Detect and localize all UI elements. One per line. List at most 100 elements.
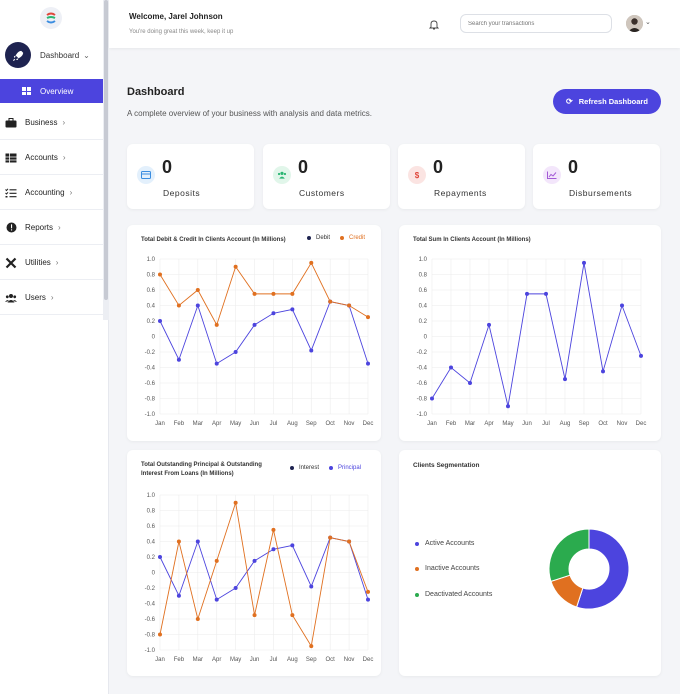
table-icon	[5, 152, 17, 164]
sidebar-item-utilities[interactable]: Utilities ›	[0, 246, 103, 280]
y-tick-label: 0	[152, 335, 156, 341]
legend-swatch	[329, 466, 334, 470]
chevron-down-icon[interactable]: ⌄	[645, 19, 651, 26]
data-point	[195, 303, 200, 308]
donut-slice	[576, 528, 630, 610]
sidebar-item-reports[interactable]: Reports ›	[0, 211, 103, 245]
x-tick-label: Oct	[326, 421, 336, 427]
briefcase-icon	[5, 117, 17, 129]
chart-card-segmentation: Clients Segmentation Active Accounts Ina…	[399, 450, 661, 676]
x-tick-label: Sep	[306, 657, 317, 663]
legend-swatch	[340, 236, 345, 240]
x-tick-label: Jun	[250, 657, 260, 663]
data-point	[309, 644, 314, 649]
data-point	[158, 555, 162, 559]
stat-value: 0	[162, 157, 173, 177]
logo[interactable]	[40, 7, 62, 29]
search-input[interactable]	[460, 14, 612, 33]
data-point	[601, 369, 605, 374]
data-point	[214, 597, 219, 602]
card-icon	[137, 166, 155, 184]
y-tick-label: -1.0	[145, 412, 156, 418]
sidebar-item-accounts[interactable]: Accounts ›	[0, 141, 103, 175]
chevron-right-icon: ›	[69, 188, 73, 197]
y-tick-label: -0.2	[145, 586, 156, 592]
rocket-icon	[5, 42, 31, 68]
data-point	[176, 539, 181, 544]
data-point	[271, 291, 276, 296]
x-tick-label: Feb	[446, 421, 457, 427]
y-tick-label: 0.2	[147, 555, 156, 561]
data-point	[328, 299, 333, 304]
sidebar-item-label: Accounting	[25, 188, 65, 197]
data-point	[620, 303, 624, 308]
chart-card-total-sum: Total Sum In Clients Account (In Million…	[399, 225, 661, 441]
stat-card-deposits: 0 Deposits	[127, 144, 254, 209]
chart-icon	[543, 166, 561, 184]
x-tick-label: Jun	[250, 421, 260, 427]
chevron-right-icon: ›	[62, 118, 66, 127]
sidebar-item-business[interactable]: Business ›	[0, 106, 103, 140]
y-tick-label: 0	[152, 571, 156, 577]
y-tick-label: -0.8	[145, 633, 156, 639]
data-point	[430, 396, 434, 401]
bell-icon[interactable]	[428, 17, 440, 35]
data-point	[176, 357, 181, 362]
donut-slice	[548, 528, 590, 582]
alert-icon	[5, 222, 17, 234]
x-tick-label: Oct	[598, 421, 608, 427]
x-tick-label: Nov	[344, 657, 355, 663]
series-line	[159, 261, 369, 327]
y-tick-label: -0.4	[145, 602, 156, 608]
y-tick-label: 0.2	[419, 319, 428, 325]
data-point	[214, 361, 219, 366]
legend-label: Inactive Accounts	[425, 565, 480, 572]
sidebar-item-overview[interactable]: Overview	[0, 79, 103, 103]
avatar[interactable]	[626, 15, 643, 32]
chevron-right-icon: ›	[62, 153, 66, 162]
data-point	[290, 291, 295, 296]
welcome-text: Welcome, Jarel Johnson	[129, 12, 223, 21]
data-point	[487, 322, 491, 327]
y-tick-label: 1.0	[419, 257, 428, 263]
data-point	[233, 264, 238, 269]
stat-label: Repayments	[434, 188, 487, 198]
x-tick-label: May	[502, 421, 513, 427]
stat-label: Disbursements	[569, 188, 633, 198]
data-point	[544, 291, 548, 296]
data-point	[176, 303, 181, 308]
users-icon	[5, 292, 17, 304]
data-point	[195, 288, 200, 292]
y-tick-label: 0.6	[147, 524, 156, 530]
dashboard-menu-toggle[interactable]: Dashboard ⌄	[0, 36, 104, 74]
data-point	[158, 319, 162, 323]
x-tick-label: Nov	[617, 421, 628, 427]
data-point	[449, 365, 453, 370]
y-tick-label: 0	[424, 335, 428, 341]
sidebar-item-label: Users	[25, 293, 46, 302]
stat-value: 0	[298, 157, 309, 177]
sidebar-item-label: Utilities	[25, 258, 51, 267]
chevron-right-icon: ›	[55, 258, 59, 267]
series-line	[431, 262, 642, 407]
x-tick-label: Mar	[193, 421, 203, 427]
y-tick-label: 0.8	[147, 273, 156, 279]
x-tick-label: Apr	[484, 421, 493, 427]
sidebar-item-accounting[interactable]: Accounting ›	[0, 176, 103, 210]
sidebar-item-users[interactable]: Users ›	[0, 281, 103, 315]
refresh-dashboard-button[interactable]: ⟳ Refresh Dashboard	[553, 89, 661, 114]
data-point	[309, 348, 314, 353]
data-point	[195, 617, 200, 621]
sidebar-scrollbar-thumb[interactable]	[104, 0, 108, 300]
data-point	[158, 272, 162, 277]
data-point	[271, 547, 276, 552]
x-tick-label: Aug	[287, 657, 298, 663]
x-tick-label: Feb	[174, 657, 185, 663]
y-tick-label: -0.8	[145, 397, 156, 403]
data-point	[366, 597, 370, 602]
data-point	[290, 613, 295, 618]
data-point	[563, 377, 567, 382]
y-tick-label: 0.4	[147, 304, 156, 310]
legend-label: Credit	[349, 235, 366, 241]
y-tick-label: 1.0	[147, 493, 156, 499]
